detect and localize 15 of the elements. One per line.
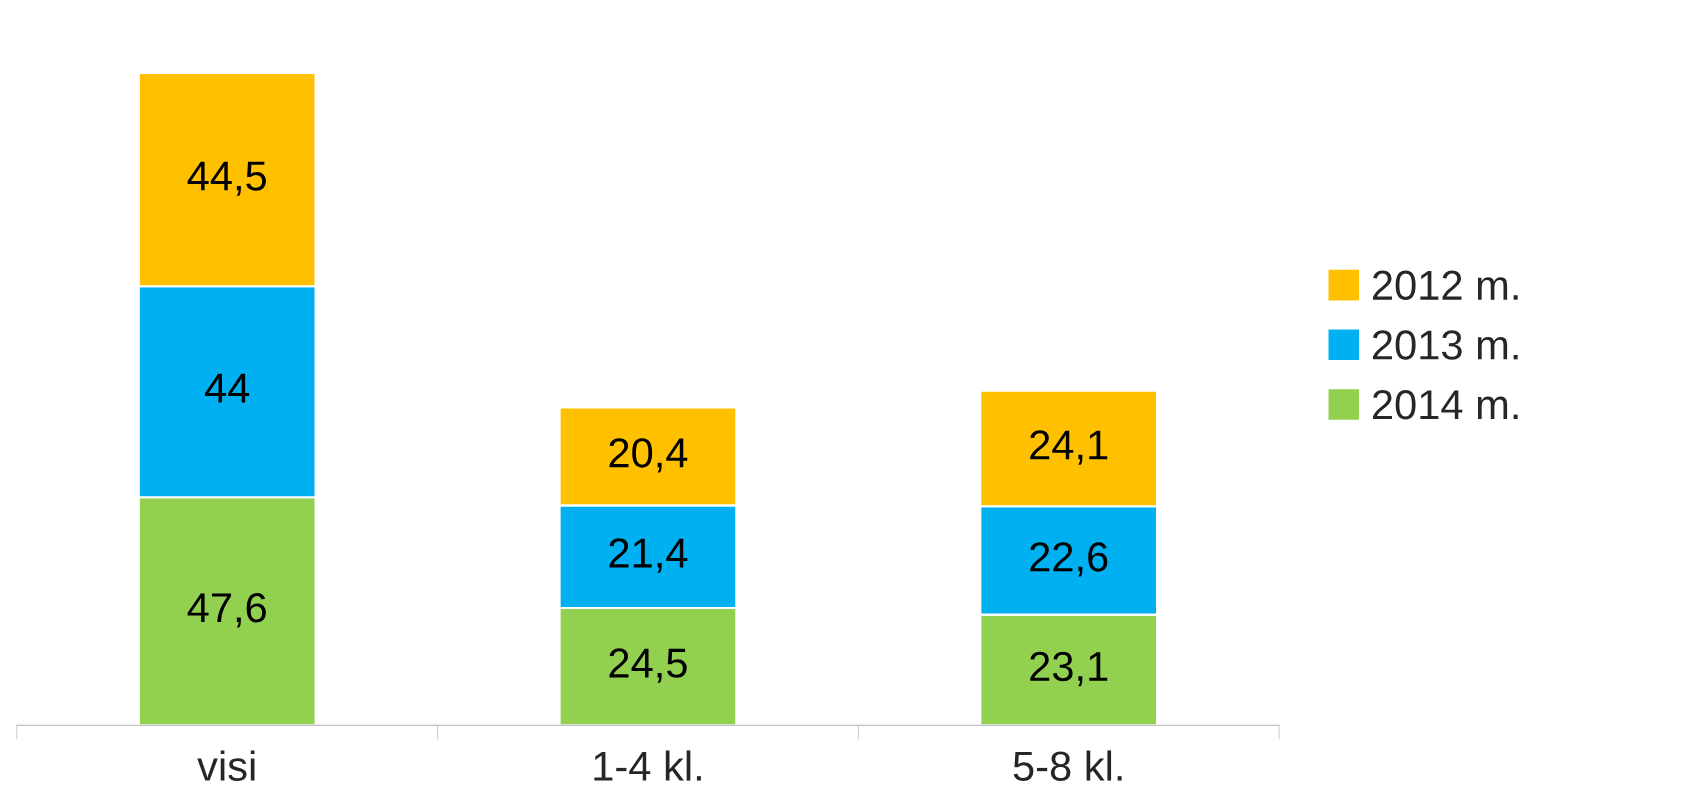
data-label: 44,5 [187, 161, 267, 196]
data-label: 24,1 [1030, 430, 1108, 465]
data-label: 20,4 [609, 438, 688, 473]
data-label: 47,6 [187, 592, 266, 628]
data-label: 22,6 [1030, 542, 1108, 577]
legend-label: 2012 m. [1372, 270, 1518, 301]
data-label: 24,5 [609, 648, 687, 683]
data-label: 44 [204, 373, 250, 403]
data-label: 21,4 [609, 538, 688, 573]
x-tick-label: 1-4 kl. [594, 750, 701, 781]
legend-label: 2013 m. [1372, 330, 1518, 360]
legend-label: 2014 m. [1372, 389, 1518, 420]
data-label: 23,1 [1030, 651, 1108, 687]
x-tick-label: 5-8 kl. [1013, 750, 1122, 782]
x-tick-label: visi [197, 750, 255, 782]
